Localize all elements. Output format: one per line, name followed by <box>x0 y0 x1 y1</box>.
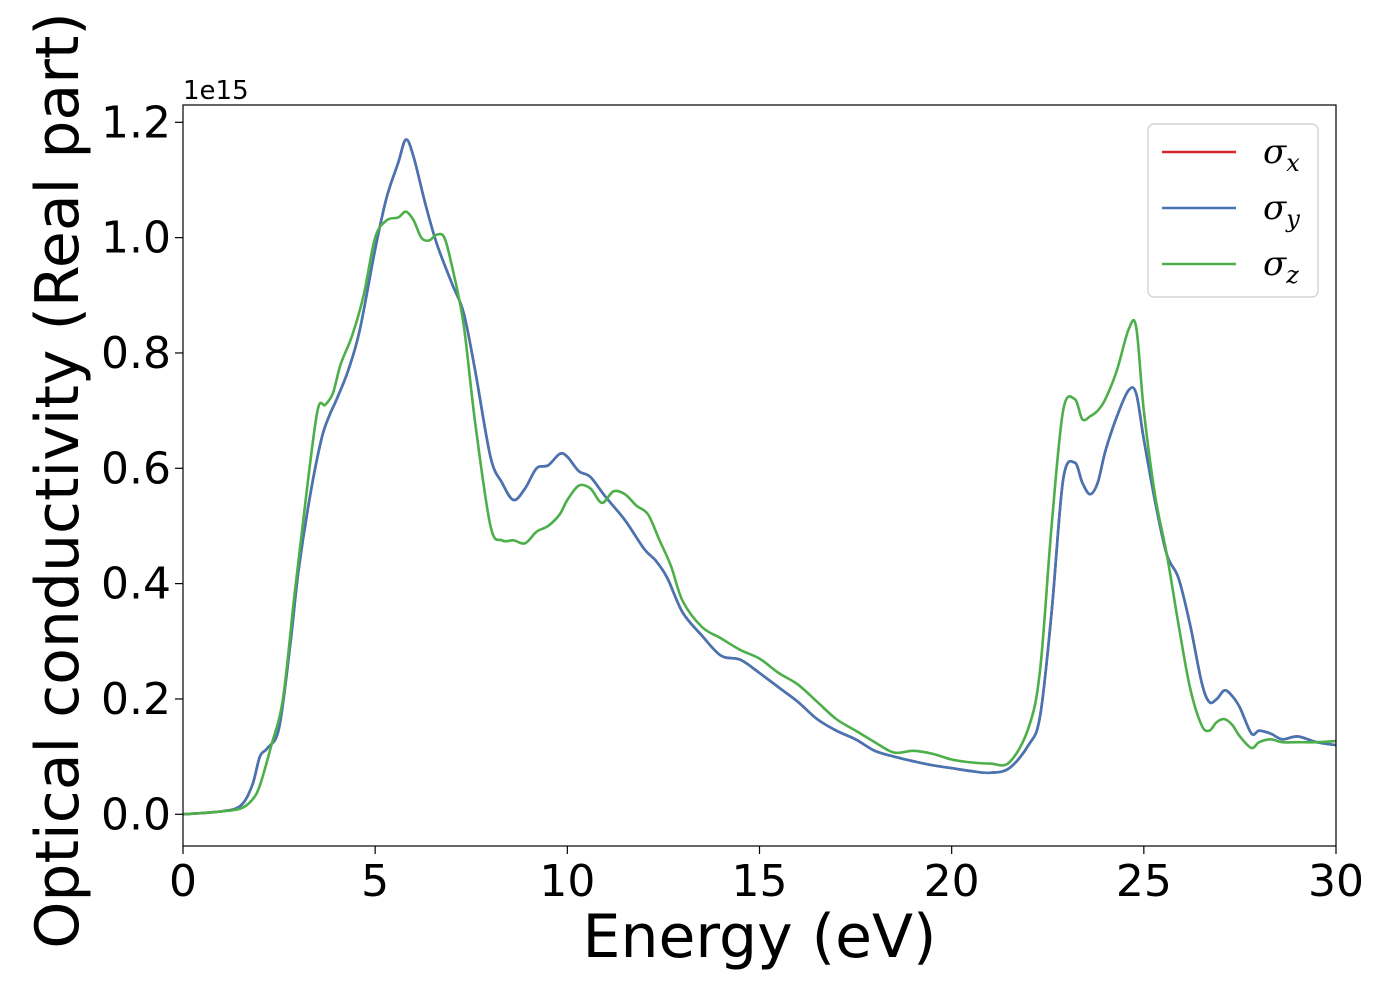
y-tick-label: 0.6 <box>101 443 171 494</box>
y-axis-ticks: 0.0 0.2 0.4 0.6 0.8 1.0 1.2 <box>101 97 183 840</box>
y-tick-label: 1.0 <box>101 213 171 264</box>
x-tick-label: 20 <box>924 856 980 907</box>
legend-label-sigma-y: σy <box>1263 188 1300 233</box>
x-tick-label: 0 <box>169 856 197 907</box>
y-axis-title: Optical conductivity (Real part) <box>23 12 93 949</box>
plot-area <box>183 138 1336 816</box>
y-tick-label: 0.0 <box>101 789 171 840</box>
legend-label-sigma-z: σz <box>1263 244 1299 289</box>
x-axis-title: Energy (eV) <box>583 902 937 972</box>
x-tick-label: 30 <box>1308 856 1364 907</box>
x-tick-label: 10 <box>539 856 595 907</box>
x-tick-label: 15 <box>732 856 788 907</box>
x-axis-ticks: 0 5 10 15 20 25 30 <box>169 846 1364 907</box>
y-tick-label: 1.2 <box>101 97 171 148</box>
y-tick-label: 0.2 <box>101 674 171 725</box>
series-line-sigma-z <box>183 210 1336 816</box>
legend-label-sigma-x: σx <box>1263 132 1300 177</box>
legend-box <box>1147 123 1319 298</box>
legend: σx σy σz <box>1147 123 1319 298</box>
x-tick-label: 5 <box>361 856 389 907</box>
plot-frame <box>182 104 1337 847</box>
y-offset-text: 1e15 <box>183 76 249 106</box>
x-tick-label: 25 <box>1116 856 1172 907</box>
y-tick-label: 0.4 <box>101 559 171 610</box>
y-tick-label: 0.8 <box>101 328 171 379</box>
